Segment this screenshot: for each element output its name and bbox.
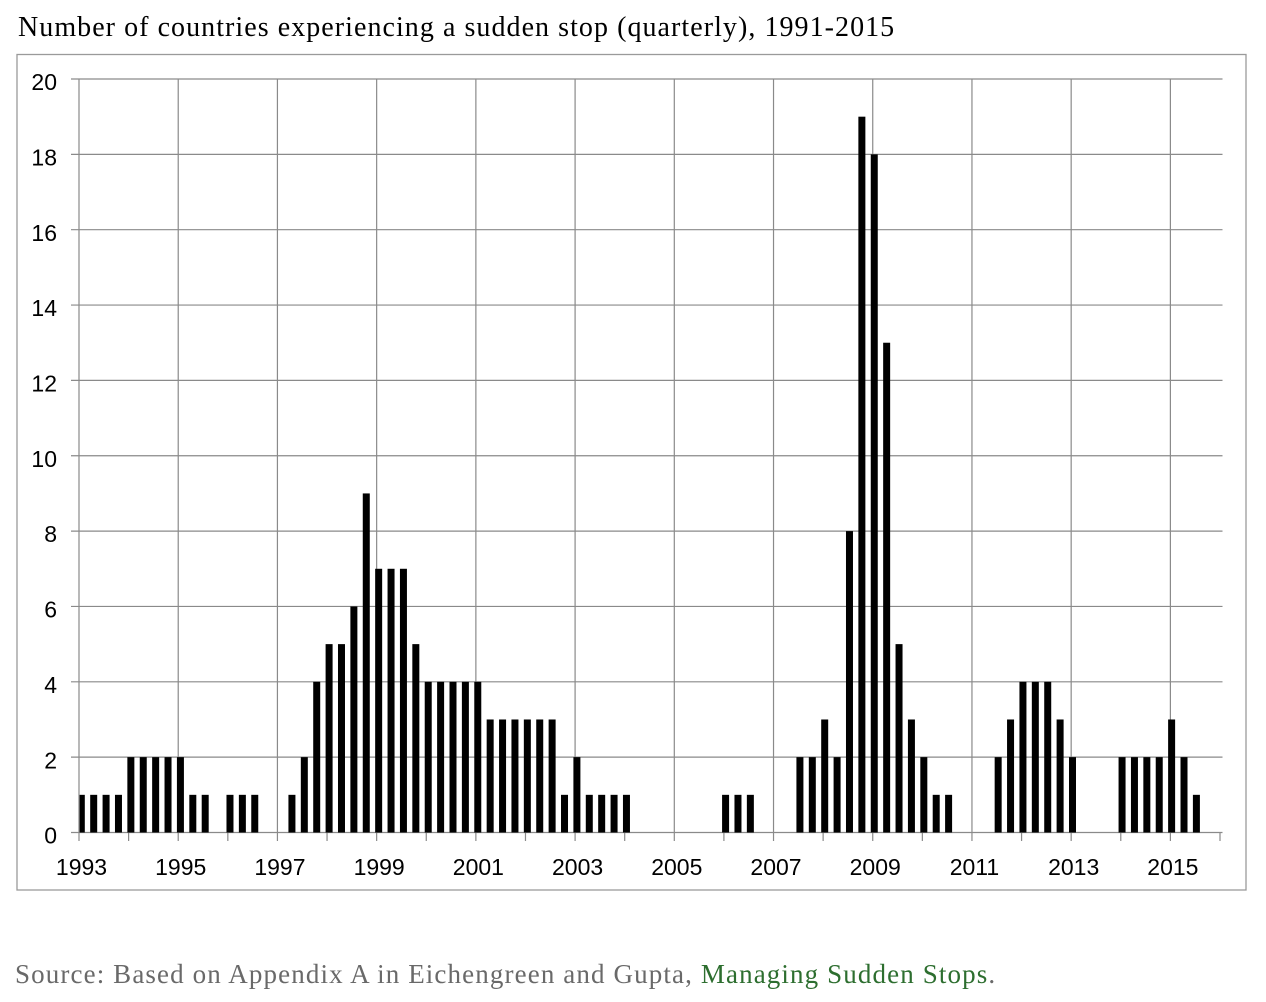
svg-text:20: 20 [31, 69, 57, 95]
svg-text:4: 4 [44, 672, 57, 698]
svg-text:2015: 2015 [1147, 854, 1198, 880]
svg-text:2007: 2007 [750, 854, 801, 880]
svg-text:1993: 1993 [56, 854, 107, 880]
svg-text:2009: 2009 [850, 854, 901, 880]
svg-text:18: 18 [31, 144, 57, 170]
svg-text:2: 2 [44, 747, 57, 773]
svg-text:2011: 2011 [950, 854, 999, 880]
svg-text:0: 0 [44, 823, 57, 849]
svg-text:2005: 2005 [651, 854, 702, 880]
svg-text:6: 6 [44, 597, 57, 623]
svg-text:14: 14 [31, 295, 57, 321]
svg-text:1999: 1999 [354, 854, 405, 880]
svg-text:12: 12 [31, 371, 57, 397]
svg-text:2003: 2003 [552, 854, 603, 880]
svg-text:2013: 2013 [1048, 854, 1099, 880]
svg-text:1997: 1997 [254, 854, 305, 880]
svg-text:1995: 1995 [155, 854, 206, 880]
svg-text:10: 10 [31, 446, 57, 472]
svg-text:2001: 2001 [453, 854, 504, 880]
svg-text:8: 8 [44, 521, 57, 547]
svg-text:16: 16 [31, 220, 57, 246]
